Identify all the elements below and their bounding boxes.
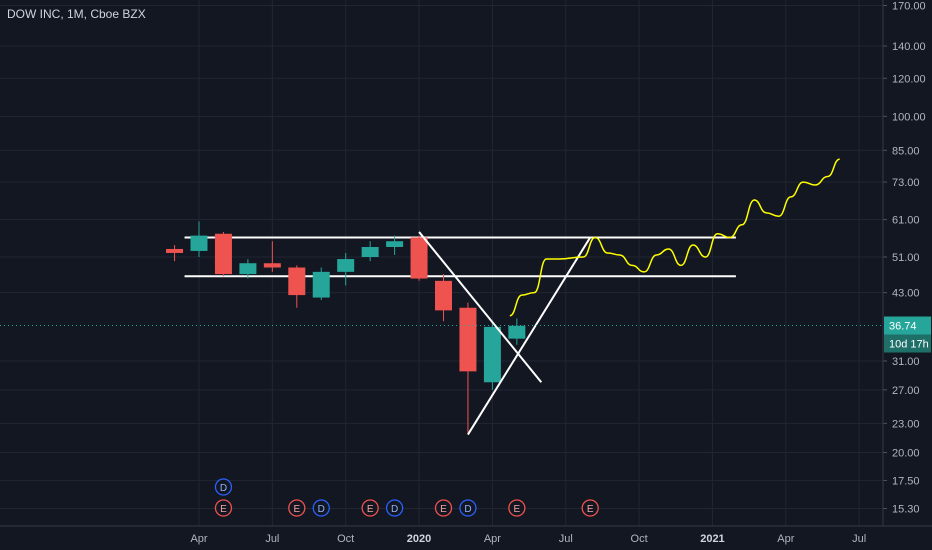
candle-body bbox=[361, 247, 379, 257]
event-markers: DE E D E D E D E E bbox=[214, 478, 599, 517]
current-price-line: 36.74 10d 17h bbox=[0, 316, 931, 353]
earnings-event-marker bbox=[288, 499, 306, 517]
x-tick-label: Jul bbox=[852, 533, 866, 545]
earnings-event-label: E bbox=[293, 504, 300, 515]
y-tick-label: 51.00 bbox=[892, 252, 920, 264]
x-tick-label: Apr bbox=[777, 533, 794, 545]
dividend-event-marker bbox=[385, 499, 404, 517]
earnings-event-marker bbox=[434, 499, 453, 517]
candles bbox=[166, 221, 526, 435]
y-tick-label: 27.00 bbox=[892, 385, 920, 397]
candle-body bbox=[312, 271, 330, 298]
y-tick-label: 15.30 bbox=[892, 504, 920, 516]
earnings-event-marker bbox=[581, 499, 599, 517]
y-tick-label: 20.00 bbox=[892, 448, 920, 460]
current-price-badge bbox=[884, 316, 931, 335]
y-tick-label: 73.00 bbox=[892, 177, 920, 189]
earnings-event-label: E bbox=[440, 504, 447, 515]
x-tick-label: Oct bbox=[337, 533, 354, 545]
candle-body bbox=[288, 267, 306, 296]
earnings-event-label: E bbox=[514, 504, 521, 515]
candle-body bbox=[410, 237, 428, 279]
dividend-event-marker bbox=[459, 499, 477, 517]
projection-curve bbox=[509, 158, 840, 317]
price-axis[interactable]: 170.00 140.00 120.00 100.00 85.00 73.00 61.00 5… bbox=[882, 0, 926, 526]
y-tick-label: 100.00 bbox=[892, 111, 926, 123]
time-axis[interactable]: Apr Jul Oct 2020 Apr Jul Oct 2021 Apr Jul bbox=[0, 525, 932, 545]
candle-body bbox=[239, 263, 257, 275]
x-tick-label: Oct bbox=[631, 533, 648, 545]
y-tick-label: 140.00 bbox=[892, 41, 926, 53]
projection-path[interactable] bbox=[509, 158, 840, 317]
earnings-event-marker bbox=[214, 499, 233, 517]
x-tick-label: Jul bbox=[265, 533, 279, 545]
earnings-event-label: E bbox=[587, 504, 594, 515]
dividend-event-marker bbox=[312, 499, 330, 517]
dividend-event-label: D bbox=[318, 504, 325, 515]
y-tick-label: 61.00 bbox=[892, 215, 920, 227]
candle-body bbox=[459, 307, 477, 372]
earnings-event-label: E bbox=[367, 504, 374, 515]
candle-body bbox=[190, 235, 208, 251]
candle-body bbox=[483, 326, 501, 383]
earnings-event-marker bbox=[508, 499, 526, 517]
x-tick-label: 2021 bbox=[700, 533, 724, 545]
trend-lines[interactable] bbox=[418, 231, 592, 436]
candle-body bbox=[337, 259, 355, 272]
y-tick-label: 120.00 bbox=[892, 73, 926, 85]
countdown-value: 10d 17h bbox=[889, 339, 929, 351]
dividend-event-label: D bbox=[391, 504, 398, 515]
candle-body bbox=[166, 248, 184, 253]
current-price-value: 36.74 bbox=[889, 321, 917, 333]
dividend-event-label: D bbox=[220, 483, 227, 494]
trend-line bbox=[418, 231, 543, 383]
earnings-event-marker bbox=[361, 499, 379, 517]
dividend-event-marker bbox=[214, 478, 233, 496]
y-tick-label: 23.00 bbox=[892, 418, 920, 430]
horizontal-lines[interactable] bbox=[184, 236, 736, 278]
candle-body bbox=[214, 233, 232, 275]
y-tick-label: 17.50 bbox=[892, 475, 920, 487]
chart-title: DOW INC, 1M, Cboe BZX bbox=[7, 7, 146, 21]
x-tick-label: Apr bbox=[484, 533, 501, 545]
earnings-event-label: E bbox=[220, 504, 227, 515]
x-tick-label: Apr bbox=[190, 533, 207, 545]
y-tick-label: 31.00 bbox=[892, 356, 920, 368]
y-tick-label: 170.00 bbox=[892, 1, 926, 13]
candle-body bbox=[508, 325, 526, 339]
y-tick-label: 43.00 bbox=[892, 288, 920, 300]
x-tick-label: Jul bbox=[559, 533, 573, 545]
x-tick-label: 2020 bbox=[407, 533, 431, 545]
candle-body bbox=[435, 280, 452, 311]
dividend-event-label: D bbox=[464, 504, 471, 515]
candle-body bbox=[263, 263, 281, 268]
trend-line bbox=[467, 236, 592, 436]
y-tick-label: 85.00 bbox=[892, 145, 920, 157]
candle-body bbox=[386, 241, 404, 248]
countdown-badge bbox=[884, 334, 931, 353]
